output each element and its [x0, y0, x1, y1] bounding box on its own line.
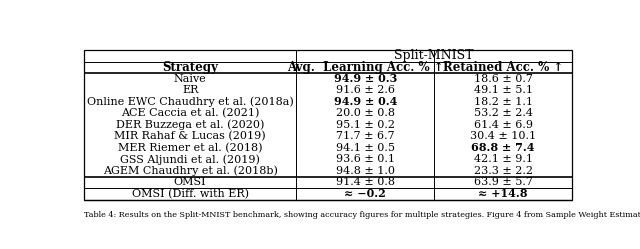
Text: 53.2 ± 2.4: 53.2 ± 2.4 [474, 108, 532, 118]
Text: Split-MNIST: Split-MNIST [394, 49, 474, 62]
Text: 49.1 ± 5.1: 49.1 ± 5.1 [474, 85, 532, 95]
Text: ACE Caccia et al. (2021): ACE Caccia et al. (2021) [121, 108, 259, 119]
Text: Table 4: Results on the Split-MNIST benchmark, showing accuracy figures for mult: Table 4: Results on the Split-MNIST benc… [84, 211, 640, 219]
Bar [84, 50, 572, 199]
Text: 94.1 ± 0.5: 94.1 ± 0.5 [336, 143, 395, 153]
Text: OMSI: OMSI [174, 177, 207, 187]
Text: 61.4 ± 6.9: 61.4 ± 6.9 [474, 120, 532, 130]
Text: 68.8 ± 7.4: 68.8 ± 7.4 [472, 142, 535, 153]
Text: Retained Acc. % ↑: Retained Acc. % ↑ [443, 61, 563, 74]
Text: 94.9 ± 0.4: 94.9 ± 0.4 [333, 96, 397, 107]
Text: 93.6 ± 0.1: 93.6 ± 0.1 [336, 154, 395, 164]
Text: DER Buzzega et al. (2020): DER Buzzega et al. (2020) [116, 120, 264, 130]
Text: 94.8 ± 1.0: 94.8 ± 1.0 [336, 166, 395, 176]
Text: 91.4 ± 0.8: 91.4 ± 0.8 [336, 177, 395, 187]
Text: ≈ +14.8: ≈ +14.8 [479, 188, 528, 199]
Text: 18.2 ± 1.1: 18.2 ± 1.1 [474, 97, 532, 107]
Text: Avg.  Learning Acc. % ↑: Avg. Learning Acc. % ↑ [287, 61, 444, 74]
Text: Naive: Naive [173, 74, 207, 84]
Text: MER Riemer et al. (2018): MER Riemer et al. (2018) [118, 143, 262, 153]
Text: 18.6 ± 0.7: 18.6 ± 0.7 [474, 74, 532, 84]
Text: 91.6 ± 2.6: 91.6 ± 2.6 [336, 85, 395, 95]
Text: AGEM Chaudhry et al. (2018b): AGEM Chaudhry et al. (2018b) [102, 166, 278, 176]
Text: 71.7 ± 6.7: 71.7 ± 6.7 [336, 131, 395, 141]
Text: 30.4 ± 10.1: 30.4 ± 10.1 [470, 131, 536, 141]
Text: GSS Aljundi et al. (2019): GSS Aljundi et al. (2019) [120, 154, 260, 165]
Text: ≈ −0.2: ≈ −0.2 [344, 188, 386, 199]
Text: 63.9 ± 5.7: 63.9 ± 5.7 [474, 177, 532, 187]
Text: MIR Rahaf & Lucas (2019): MIR Rahaf & Lucas (2019) [115, 131, 266, 141]
Text: 20.0 ± 0.8: 20.0 ± 0.8 [336, 108, 395, 118]
Text: Strategy: Strategy [162, 61, 218, 74]
Text: 94.9 ± 0.3: 94.9 ± 0.3 [333, 73, 397, 84]
Text: OMSI (Diff. with ER): OMSI (Diff. with ER) [132, 189, 248, 199]
Text: 42.1 ± 9.1: 42.1 ± 9.1 [474, 154, 532, 164]
Text: Online EWC Chaudhry et al. (2018a): Online EWC Chaudhry et al. (2018a) [87, 97, 294, 107]
Text: ER: ER [182, 85, 198, 95]
Text: 95.1 ± 0.2: 95.1 ± 0.2 [336, 120, 395, 130]
Text: 23.3 ± 2.2: 23.3 ± 2.2 [474, 166, 532, 176]
